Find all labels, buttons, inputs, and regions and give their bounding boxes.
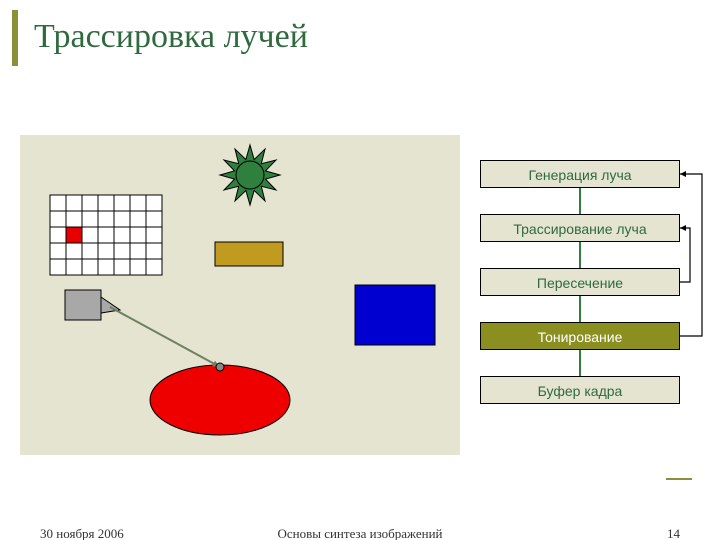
flow-step-1: Трассирование луча: [480, 214, 680, 242]
flow-feedback-arrows: [680, 160, 708, 450]
flow-connector: [579, 350, 581, 376]
footer-center: Основы синтеза изображений: [0, 526, 720, 540]
footer-page: 14: [667, 526, 680, 540]
flow-step-0: Генерация луча: [480, 160, 680, 188]
corner-accent: [666, 478, 692, 480]
flow-connector: [579, 188, 581, 214]
flow-connector: [579, 242, 581, 268]
flow-step-3: Тонирование: [480, 322, 680, 350]
slide: Трассировка лучей Генерация луча Трассиро…: [0, 0, 720, 540]
flow-step-4: Буфер кадра: [480, 376, 680, 404]
page-title: Трассировка лучей: [34, 18, 308, 56]
flowchart: Генерация луча Трассирование луча Пересече…: [480, 160, 690, 404]
scene-diagram: [20, 135, 460, 455]
flow-connector: [579, 296, 581, 322]
accent-bar: [12, 10, 18, 66]
flow-step-2: Пересечение: [480, 268, 680, 296]
